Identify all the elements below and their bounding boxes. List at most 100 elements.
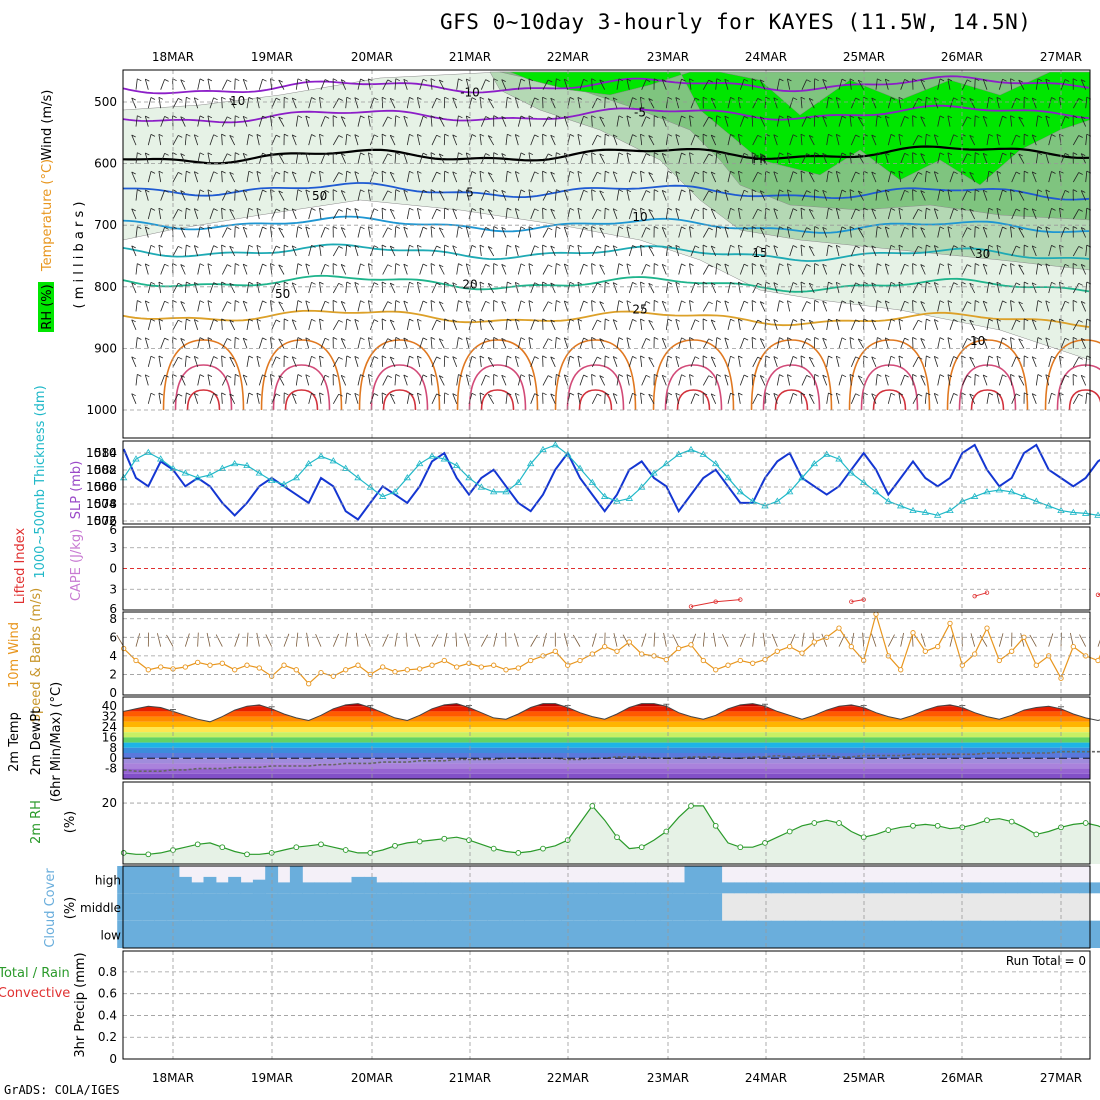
wind-barb-flag [597, 356, 602, 360]
surface-wind-barb [405, 632, 408, 647]
wind-barb [801, 338, 807, 349]
wind-barb-flag [751, 152, 757, 155]
wind-barb-flag [227, 79, 232, 83]
wind-barb-flag [1015, 97, 1021, 101]
wind-barb-flag [534, 134, 539, 138]
wind-barb-flag [390, 134, 395, 138]
wind-barb [776, 263, 780, 275]
wind-barb-flag [645, 153, 651, 156]
temp-contour [122, 75, 1090, 95]
wind-barb-flag [912, 226, 917, 229]
wind-barb-flag [694, 245, 700, 249]
wind-barb-flag [939, 263, 945, 267]
wind-barb-flag [528, 78, 534, 82]
wind-barb-flag [452, 208, 457, 212]
wind-barb [135, 189, 138, 201]
wind-barb-flag [716, 300, 721, 303]
cloud-bar [240, 882, 254, 894]
wind-barb-flag [773, 171, 778, 175]
wind-barb [628, 208, 633, 220]
wind-barb-flag [822, 263, 827, 267]
wind-barb [974, 115, 976, 127]
wind-barb-flag [332, 152, 338, 155]
wind-barb-flag [828, 281, 833, 285]
panel-frames [122, 69, 1091, 1060]
wind-barb-flag [227, 264, 232, 267]
wind-barb [438, 227, 445, 238]
wind-barb-flag [773, 319, 778, 322]
wind-barb [912, 393, 919, 404]
wind-barb [431, 356, 437, 368]
wind-barb [180, 227, 186, 238]
wind-barb [900, 227, 905, 238]
wind-barb-flag [256, 134, 262, 137]
wind-barb-flag [1059, 96, 1064, 100]
wind-barb-flag [577, 281, 583, 285]
wind-barb [808, 98, 815, 109]
wind-barb [406, 392, 410, 404]
surface-wind-barb [382, 634, 389, 647]
wind-barb [172, 283, 179, 294]
wind-barb-flag [520, 226, 526, 230]
cloud-bar [820, 920, 834, 948]
wind-barb-flag [248, 392, 254, 396]
wind-barb-flag [1024, 207, 1029, 211]
rh-point [244, 851, 250, 858]
cloud-bar [746, 920, 760, 948]
wind-barb-flag [779, 78, 784, 82]
wind-barb-flag [1018, 264, 1023, 268]
wind-barb-flag [430, 337, 436, 340]
surface-temp-contour [872, 389, 907, 411]
wind-barb-flag [890, 134, 896, 137]
cloud-bar [117, 920, 131, 948]
wind-barb-flag [422, 374, 428, 378]
wind-barb-flag [983, 78, 988, 82]
rh-point [638, 844, 645, 851]
wind-barb [801, 116, 807, 127]
thickness-marker [983, 488, 991, 495]
wind-barb [332, 172, 340, 183]
wind-barb-flag [675, 392, 680, 396]
wind-barb-flag [452, 171, 457, 175]
cloud-bar [548, 882, 562, 894]
wind-barb [172, 209, 179, 220]
cloud-bar [154, 920, 168, 948]
wind-barb-flag [939, 226, 945, 230]
wind-barb-flag [542, 318, 547, 322]
cloud-bar [437, 893, 451, 921]
wind-speed-point [873, 611, 879, 617]
wind-barb [871, 134, 877, 146]
wind-barb-flag [158, 318, 164, 322]
wind-barb [368, 337, 371, 349]
wind-barb [887, 171, 892, 183]
thickness-marker [872, 488, 880, 495]
wind-barb-flag [354, 356, 359, 359]
wind-barb [479, 281, 482, 294]
wind-barb [982, 116, 988, 127]
wind-barb-flag [341, 374, 346, 378]
wind-barb-flag [390, 171, 395, 175]
wind-barb-flag [305, 152, 310, 156]
thickness-marker [255, 469, 264, 476]
wind-barb-flag [626, 115, 632, 119]
cloud-bar [672, 920, 686, 948]
wind-barb [1018, 301, 1025, 312]
wind-barb-flag [311, 97, 316, 100]
wind-barb-flag [479, 133, 485, 137]
wind-barb [759, 79, 766, 90]
wind-speed-point [750, 660, 756, 666]
wind-barb [776, 189, 780, 201]
wind-barb-flag [877, 226, 882, 229]
wind-barb-flag [988, 281, 994, 285]
wind-barb [452, 171, 458, 183]
wind-barb-flag [632, 356, 637, 359]
thickness-marker [884, 497, 893, 504]
wind-barb-flag [439, 116, 444, 120]
wind-barb-flag [1010, 152, 1015, 156]
wind-barb [808, 320, 815, 331]
wind-barb [577, 245, 581, 257]
wind-barb-flag [534, 97, 539, 101]
wind-barb [1060, 227, 1066, 238]
wind-barb-flag [550, 171, 555, 175]
wind-barb-flag [493, 115, 498, 118]
